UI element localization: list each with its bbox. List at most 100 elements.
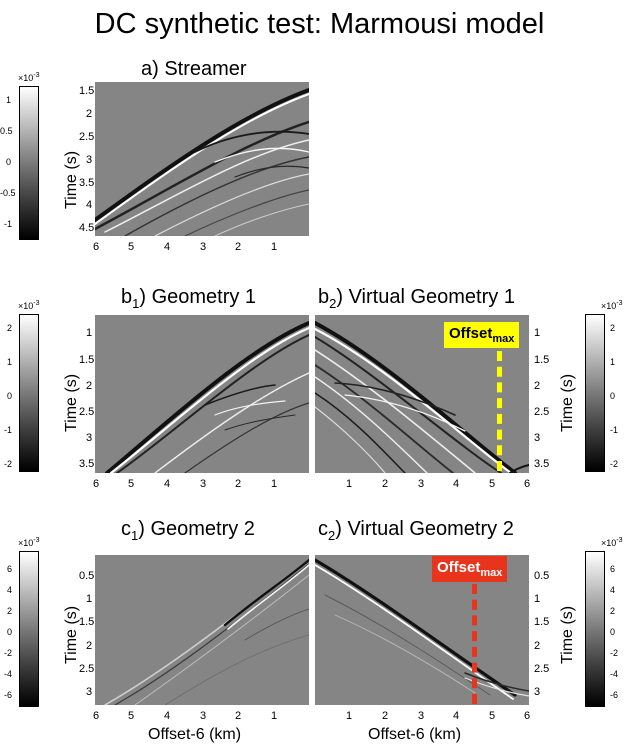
- ytick: 2: [534, 380, 541, 392]
- ytick: 1: [534, 327, 541, 339]
- xtick: 2: [235, 710, 242, 722]
- cbtick: 6: [7, 564, 13, 574]
- colorbar-c2-multiplier: ×10-3: [601, 537, 623, 548]
- ytick: 3: [534, 432, 541, 444]
- cbtick: -2: [610, 459, 619, 469]
- panel-a-seismic: [95, 82, 309, 236]
- panel-c2-xlabel: Offset-6 (km): [368, 726, 462, 743]
- colorbar-c2: [585, 551, 605, 707]
- xtick: 4: [164, 710, 171, 722]
- colorbar-b1-multiplier: ×10-3: [18, 300, 40, 311]
- panel-b1-seismic: [95, 315, 309, 473]
- ytick: 2.5: [79, 406, 95, 418]
- xtick: 5: [128, 710, 135, 722]
- panel-b2-ylabel: Time (s): [559, 373, 576, 432]
- ytick: 2.5: [79, 131, 95, 143]
- cbtick: -2: [4, 459, 13, 469]
- xtick: 5: [128, 241, 135, 253]
- offset-max-line-c2: [472, 584, 477, 704]
- colorbar-a: [19, 86, 39, 240]
- ytick: 1.5: [534, 616, 550, 628]
- offset-max-label-b2: Offsetmax: [444, 322, 520, 348]
- colorbar-c1: [19, 551, 39, 707]
- ytick: 1.5: [79, 354, 95, 366]
- cbtick: -6: [4, 690, 13, 700]
- panel-a-title: a) Streamer: [141, 58, 247, 80]
- xtick: 1: [271, 241, 278, 253]
- panel-c1-xlabel: Offset-6 (km): [148, 726, 242, 743]
- ytick: 4: [86, 199, 93, 211]
- cbtick: -4: [610, 669, 619, 679]
- ytick: 2: [86, 380, 93, 392]
- cbtick: -4: [4, 669, 13, 679]
- xtick: 2: [382, 710, 389, 722]
- xtick: 6: [93, 710, 100, 722]
- cbtick: 2: [7, 323, 13, 333]
- colorbar-c1-multiplier: ×10-3: [18, 537, 40, 548]
- ytick: 1: [86, 593, 93, 605]
- ytick: 1: [86, 327, 93, 339]
- xtick: 1: [271, 710, 278, 722]
- xtick: 3: [418, 710, 425, 722]
- ytick: 3: [86, 686, 93, 698]
- ytick: 4.5: [79, 222, 95, 234]
- ytick: 3: [534, 686, 541, 698]
- figure-title: DC synthetic test: Marmousi model: [94, 8, 545, 40]
- cbtick: -2: [610, 648, 619, 658]
- ytick: 2: [86, 108, 93, 120]
- cbtick: -0.5: [0, 188, 16, 198]
- panel-c1-title: c1) Geometry 2: [121, 518, 255, 543]
- ytick: 2.5: [79, 663, 95, 675]
- offset-max-label-c2: Offsetmax: [432, 556, 508, 582]
- ytick: 1.5: [79, 616, 95, 628]
- cbtick: -2: [4, 648, 13, 658]
- xtick: 5: [489, 478, 496, 490]
- ytick: 0.5: [79, 570, 95, 582]
- xtick: 3: [200, 710, 207, 722]
- cbtick: 0.5: [0, 126, 13, 136]
- ytick: 3: [86, 432, 93, 444]
- cbtick: 0: [7, 627, 13, 637]
- xtick: 6: [93, 241, 100, 253]
- ytick: 3: [86, 154, 93, 166]
- xtick: 3: [200, 241, 207, 253]
- ytick: 1.5: [79, 85, 95, 97]
- ytick: 3.5: [79, 458, 95, 470]
- xtick: 1: [346, 710, 353, 722]
- xtick: 4: [453, 478, 460, 490]
- ytick: 2: [534, 640, 541, 652]
- xtick: 3: [418, 478, 425, 490]
- cbtick: 0: [6, 157, 12, 167]
- xtick: 3: [200, 478, 207, 490]
- cbtick: 4: [610, 585, 616, 595]
- cbtick: 6: [610, 564, 616, 574]
- cbtick: 0: [610, 627, 616, 637]
- ytick: 2: [86, 640, 93, 652]
- xtick: 2: [235, 241, 242, 253]
- xtick: 6: [524, 478, 531, 490]
- cbtick: 1: [6, 95, 12, 105]
- xtick: 4: [164, 478, 171, 490]
- ytick: 3.5: [534, 458, 550, 470]
- panel-c2-title: c2) Virtual Geometry 2: [318, 518, 514, 543]
- colorbar-b2-multiplier: ×10-3: [601, 300, 623, 311]
- ytick: 2.5: [534, 406, 550, 418]
- xtick: 1: [346, 478, 353, 490]
- ytick: 3.5: [79, 177, 95, 189]
- ytick: 1: [534, 593, 541, 605]
- xtick: 6: [524, 710, 531, 722]
- cbtick: 2: [610, 606, 616, 616]
- xtick: 1: [271, 478, 278, 490]
- ytick: 1.5: [534, 354, 550, 366]
- xtick: 4: [164, 241, 171, 253]
- ytick: 0.5: [534, 570, 550, 582]
- colorbar-b1: [19, 314, 39, 472]
- xtick: 5: [489, 710, 496, 722]
- cbtick: 0: [7, 391, 13, 401]
- cbtick: 0: [610, 391, 616, 401]
- cbtick: -1: [4, 219, 13, 229]
- panel-c2-ylabel: Time (s): [559, 605, 576, 664]
- cbtick: 2: [7, 606, 13, 616]
- ytick: 2.5: [534, 663, 550, 675]
- cbtick: 1: [7, 357, 13, 367]
